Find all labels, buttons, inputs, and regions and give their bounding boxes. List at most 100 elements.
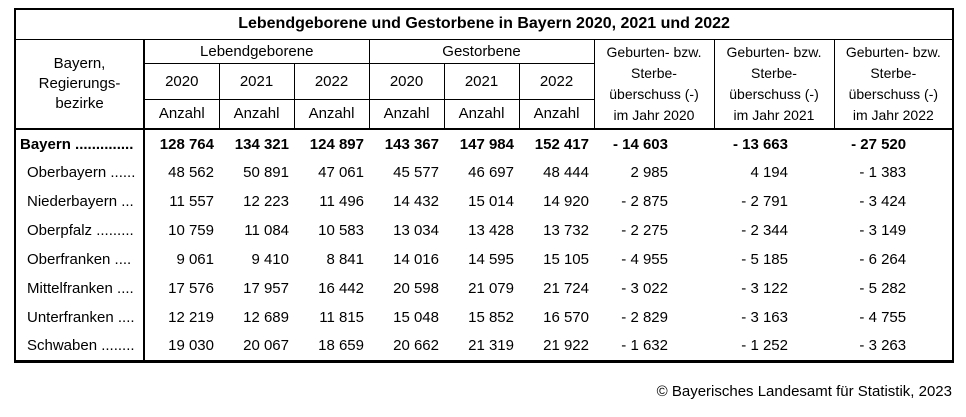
header-unit-row: Anzahl Anzahl Anzahl Anzahl Anzahl Anzah… xyxy=(15,98,953,130)
cell-dead-2022: 13 732 xyxy=(543,222,589,239)
cell-live-2022: 10 583 xyxy=(318,222,364,239)
cell-balance-2022: - 1 383 xyxy=(859,164,907,181)
header-year-row: 2020 2021 2022 2020 2021 2022 xyxy=(15,62,953,100)
cell-dead-2022: 16 570 xyxy=(543,309,589,326)
cell-balance-2020: - 4 955 xyxy=(621,251,668,268)
cell-live-2022: 124 897 xyxy=(309,135,364,153)
cell-dead-2021: 21 319 xyxy=(468,337,514,355)
cell-balance-2020: - 14 603 xyxy=(612,135,668,153)
unit-header: Anzahl xyxy=(443,98,520,130)
cell-balance-2021: 4 194 xyxy=(750,164,788,181)
cell-balance-2020: - 3 022 xyxy=(621,280,668,297)
cell-live-2021: 12 223 xyxy=(243,193,289,210)
row-label: Mittelfranken .... xyxy=(15,274,145,303)
cell-balance-2021: - 13 663 xyxy=(732,135,788,153)
cell-live-2021: 50 891 xyxy=(243,164,289,181)
corner-header: Bayern, Regierungs- bezirke xyxy=(15,39,145,130)
table-row-schwaben: Schwaben ........ 19 030 20 067 18 659 2… xyxy=(15,332,953,361)
balance-header-2020: Geburten- bzw. Sterbe- überschuss (-) im… xyxy=(593,39,714,130)
year-header-live-2021: 2021 xyxy=(218,62,295,100)
cell-live-2020: 128 764 xyxy=(159,135,214,153)
cell-balance-2022: - 3 149 xyxy=(859,222,907,239)
cell-dead-2020: 20 662 xyxy=(393,337,439,355)
unit-header: Anzahl xyxy=(293,98,370,130)
cell-live-2020: 11 557 xyxy=(169,193,214,210)
cell-dead-2022: 21 724 xyxy=(543,280,589,297)
cell-live-2020: 48 562 xyxy=(168,164,214,181)
table-row-bayern: Bayern .............. 128 764 134 321 12… xyxy=(15,129,953,158)
cell-balance-2022: - 27 520 xyxy=(851,135,907,153)
cell-balance-2020: - 2 275 xyxy=(621,222,668,239)
cell-live-2020: 12 219 xyxy=(168,309,214,326)
cell-balance-2021: - 2 791 xyxy=(741,193,788,210)
cell-dead-2020: 15 048 xyxy=(393,309,439,326)
cell-dead-2020: 13 034 xyxy=(393,222,439,239)
balance-header-2022: Geburten- bzw. Sterbe- überschuss (-) im… xyxy=(833,39,954,130)
cell-live-2022: 11 815 xyxy=(319,309,364,326)
copyright-notice: © Bayerisches Landesamt für Statistik, 2… xyxy=(656,383,952,400)
unit-header: Anzahl xyxy=(143,98,220,130)
cell-dead-2022: 21 922 xyxy=(543,337,589,355)
cell-dead-2021: 14 595 xyxy=(468,251,514,268)
cell-dead-2022: 14 920 xyxy=(543,193,589,210)
year-header-live-2020: 2020 xyxy=(143,62,220,100)
cell-live-2021: 17 957 xyxy=(243,280,289,297)
group-header-live-births: Lebendgeborene xyxy=(143,38,370,64)
cell-live-2021: 9 410 xyxy=(251,251,289,268)
cell-balance-2021: - 1 252 xyxy=(741,337,788,355)
cell-balance-2020: - 1 632 xyxy=(621,337,668,355)
cell-dead-2021: 15 852 xyxy=(468,309,514,326)
table-row-oberfranken: Oberfranken .... 9 061 9 410 8 841 14 01… xyxy=(15,245,953,274)
year-header-dead-2020: 2020 xyxy=(368,62,445,100)
table-row-niederbayern: Niederbayern ... 11 557 12 223 11 496 14… xyxy=(15,187,953,216)
cell-live-2020: 10 759 xyxy=(168,222,214,239)
cell-dead-2021: 147 984 xyxy=(459,135,514,153)
cell-live-2021: 11 084 xyxy=(244,222,289,239)
row-label: Oberpfalz ......... xyxy=(15,216,145,245)
row-label: Oberbayern ...... xyxy=(15,158,145,187)
unit-header: Anzahl xyxy=(368,98,445,130)
row-label: Schwaben ........ xyxy=(15,332,145,361)
balance-header-2021: Geburten- bzw. Sterbe- überschuss (-) im… xyxy=(713,39,834,130)
cell-live-2022: 18 659 xyxy=(318,337,364,355)
cell-live-2021: 12 689 xyxy=(243,309,289,326)
cell-balance-2020: 2 985 xyxy=(630,164,668,181)
table-row-oberpfalz: Oberpfalz ......... 10 759 11 084 10 583… xyxy=(15,216,953,245)
row-label: Niederbayern ... xyxy=(15,187,145,216)
cell-dead-2021: 13 428 xyxy=(468,222,514,239)
unit-header: Anzahl xyxy=(518,98,595,130)
cell-dead-2021: 15 014 xyxy=(468,193,514,210)
table-row-oberbayern: Oberbayern ...... 48 562 50 891 47 061 4… xyxy=(15,158,953,187)
cell-dead-2021: 21 079 xyxy=(468,280,514,297)
year-header-dead-2022: 2022 xyxy=(518,62,595,100)
cell-balance-2021: - 3 122 xyxy=(741,280,788,297)
cell-live-2021: 20 067 xyxy=(243,337,289,355)
cell-balance-2022: - 4 755 xyxy=(859,309,907,326)
cell-dead-2022: 48 444 xyxy=(543,164,589,181)
cell-balance-2022: - 3 263 xyxy=(859,337,907,355)
cell-balance-2021: - 2 344 xyxy=(741,222,788,239)
cell-live-2020: 9 061 xyxy=(176,251,214,268)
header-group-row: Bayern, Regierungs- bezirke Lebendgebore… xyxy=(15,38,954,130)
cell-dead-2022: 15 105 xyxy=(543,251,589,268)
cell-dead-2020: 143 367 xyxy=(384,135,439,153)
row-label: Oberfranken .... xyxy=(15,245,145,274)
cell-dead-2020: 45 577 xyxy=(393,164,439,181)
cell-dead-2020: 20 598 xyxy=(393,280,439,297)
row-label: Bayern .............. xyxy=(15,129,145,158)
group-header-deaths: Gestorbene xyxy=(368,38,595,64)
cell-live-2022: 47 061 xyxy=(318,164,364,181)
table-row-unterfranken: Unterfranken .... 12 219 12 689 11 815 1… xyxy=(15,303,953,332)
cell-live-2022: 8 841 xyxy=(326,251,364,268)
cell-balance-2022: - 6 264 xyxy=(859,251,907,268)
cell-balance-2021: - 5 185 xyxy=(741,251,788,268)
statistics-table: Lebendgeborene und Gestorbene in Bayern … xyxy=(14,8,955,363)
cell-dead-2020: 14 432 xyxy=(393,193,439,210)
row-label: Unterfranken .... xyxy=(15,303,145,332)
cell-balance-2021: - 3 163 xyxy=(741,309,788,326)
cell-balance-2020: - 2 829 xyxy=(621,309,668,326)
unit-header: Anzahl xyxy=(218,98,295,130)
cell-balance-2022: - 5 282 xyxy=(859,280,907,297)
cell-dead-2021: 46 697 xyxy=(468,164,514,181)
